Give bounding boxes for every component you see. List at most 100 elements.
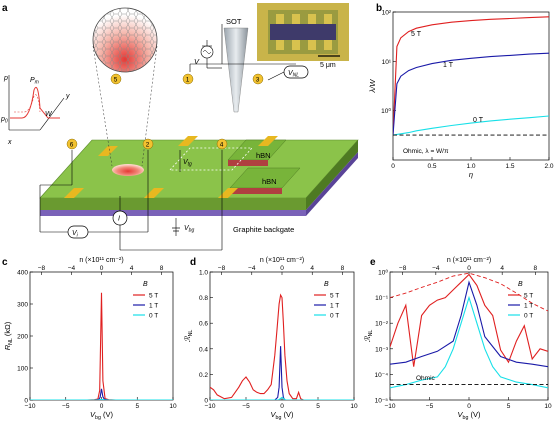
contact-pad — [178, 136, 198, 146]
x-tick-label: −5 — [426, 403, 434, 410]
x-tick-label: −10 — [384, 403, 395, 410]
hbn-top-label: hBN — [256, 151, 271, 160]
slab-side — [306, 140, 358, 210]
x-tick-label: 5 — [135, 403, 139, 410]
y-tick-label: 1.0 — [199, 270, 208, 277]
backgate-label: Graphite backgate — [233, 225, 294, 234]
bottom-circuit: Vi I Vbg — [39, 150, 223, 251]
legend-label: 5 T — [330, 293, 339, 300]
hbn-bottom-label: hBN — [262, 177, 277, 186]
x-tick-label: 0 — [391, 163, 395, 170]
y-tick-label: 10⁻² — [375, 321, 389, 328]
micrograph-inset: 5 μm — [257, 3, 349, 69]
y-tick-label: 10⁰ — [381, 107, 391, 115]
legend-label: 5 T — [524, 293, 533, 300]
hotspot — [112, 164, 144, 176]
graphite-backgate — [40, 210, 306, 216]
svg-text:p0: p0 — [0, 116, 8, 125]
y-axis-label: ℛNL — [183, 330, 194, 343]
contact-pad — [218, 188, 238, 198]
y-tick-label: 0.4 — [199, 346, 208, 353]
top-tick-label: 0 — [280, 265, 284, 272]
series-5-t-envelope — [390, 272, 548, 312]
top-tick-label: 8 — [341, 265, 345, 272]
x-tick-label: 10 — [350, 403, 358, 410]
top-tick-label: 4 — [310, 265, 314, 272]
y-axis-label: RNL (kΩ) — [3, 321, 14, 350]
top-axis-label: n (×10¹¹ cm⁻²) — [447, 257, 491, 264]
svg-text:VNL: VNL — [288, 70, 299, 79]
top-tick-label: 8 — [534, 265, 538, 272]
contact-number: 2 — [146, 142, 150, 149]
plot-frame — [389, 271, 549, 401]
slab-front — [40, 198, 306, 210]
panel-d: d −10 −5 0 5 10 0 0.2 0.4 0.6 0.8 1.0 −8 −4 0 4 8 n (×10¹… — [183, 257, 358, 421]
x-tick-label: 0 — [100, 403, 104, 410]
y-tick-label: 10⁻¹ — [375, 295, 389, 302]
x-tick-label: 2.0 — [544, 163, 553, 170]
x-tick-label: 10 — [544, 403, 552, 410]
top-tick-label: −8 — [399, 265, 407, 272]
y-tick-label: 400 — [17, 270, 28, 277]
y-axis-label: y — [65, 93, 70, 100]
legend-label: 1 T — [524, 303, 533, 310]
top-tick-label: 4 — [500, 265, 504, 272]
potential-profile: p x y p0 Pm W — [0, 75, 70, 146]
series-0-t — [30, 398, 173, 400]
x-tick-label: −10 — [24, 403, 35, 410]
plot-frame — [29, 271, 174, 401]
y-axis-label: ℛNL — [363, 330, 374, 343]
graphite-backgate-side — [306, 152, 358, 216]
scalebar-label: 5 μm — [320, 62, 336, 69]
panel-e: e −10 −5 0 5 10 10⁻⁵ 10⁻⁴ 10⁻³ 10⁻² 10⁻¹ 10⁰ −8 −4 0 4 8… — [363, 257, 552, 421]
x-tick-label: 5 — [507, 403, 511, 410]
panel-d-label: d — [190, 257, 196, 268]
top-tick-label: 8 — [160, 265, 164, 272]
series-label: 5 T — [411, 31, 422, 38]
y-tick-label: 300 — [17, 302, 28, 309]
lattice-magnifier — [92, 7, 158, 167]
ohmic-label: Ohmic, λ = W/π — [403, 148, 449, 155]
top-axis-label: n (×10¹¹ cm⁻²) — [260, 257, 304, 264]
series-1-t — [390, 280, 548, 368]
x-tick-label: 0 — [467, 403, 471, 410]
ohmic-label: Ohmic — [416, 375, 436, 382]
y-tick-label: 10¹ — [382, 59, 392, 66]
y-tick-label: 10⁰ — [378, 269, 388, 277]
series-1-t — [210, 346, 354, 400]
top-tick-label: −4 — [68, 265, 76, 272]
contact-pad — [144, 188, 164, 198]
svg-text:Vi: Vi — [72, 230, 79, 239]
contact-number: 1 — [186, 77, 190, 84]
series-0-t — [393, 115, 549, 136]
series-5-t — [390, 273, 548, 367]
y-tick-label: 200 — [17, 334, 28, 341]
panel-b: b 0 0.5 1.0 1.5 2.0 10⁰ 10¹ 10² η λ/W 5 T 1 T 0 T Ohmi… — [368, 3, 554, 179]
contact-numbers: 5 1 3 6 2 4 — [66, 73, 264, 150]
x-tick-label: −5 — [242, 403, 250, 410]
y-tick-label: 100 — [17, 366, 28, 373]
legend-label: 0 T — [149, 313, 158, 320]
device-stack — [39, 136, 359, 216]
y-tick-label: 0 — [204, 398, 208, 405]
panel-a-label: a — [2, 3, 8, 14]
series-5-t — [393, 16, 549, 136]
x-tick-label: 1.0 — [466, 163, 475, 170]
y-tick-label: 0.2 — [199, 372, 208, 379]
y-tick-label: 0.6 — [199, 321, 208, 328]
x-tick-label: 10 — [169, 403, 177, 410]
contact-pad — [64, 188, 84, 198]
contact-number: 4 — [220, 142, 224, 149]
legend-title: B — [143, 281, 148, 288]
y-tick-label: 0 — [24, 398, 28, 405]
panel-a: a — [0, 3, 359, 251]
x-tick-label: −5 — [62, 403, 70, 410]
y-tick-label: 10⁻⁴ — [375, 372, 389, 379]
legend-label: 1 T — [330, 303, 339, 310]
x-axis-label: Vbg (V) — [90, 410, 113, 421]
hbn-block-bottom-edge — [230, 188, 282, 194]
y-tick-label: 10⁻⁵ — [375, 398, 389, 405]
top-axis-label: n (×10¹¹ cm⁻²) — [79, 257, 123, 264]
